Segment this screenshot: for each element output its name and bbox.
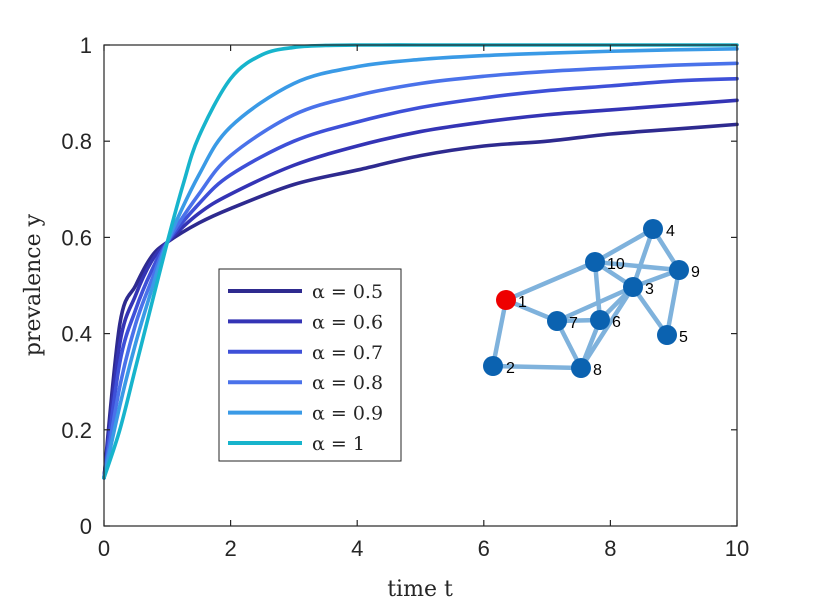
network-node-label-6: 6 xyxy=(612,314,621,331)
legend-label-2: α = 0.6 xyxy=(312,311,383,333)
y-tick-label: 0.8 xyxy=(61,129,92,154)
x-tick-label: 4 xyxy=(351,536,363,561)
network-node-4 xyxy=(643,219,663,239)
network-edge-10-9 xyxy=(592,259,682,273)
series-line-5 xyxy=(102,47,739,480)
legend-box xyxy=(218,268,402,462)
network-node-label-3: 3 xyxy=(645,281,654,298)
legend: α = 0.5 α = 0.6 α = 0.7 α = 0.8 α = 0.9 α = 1 xyxy=(218,268,402,462)
series-line-2 xyxy=(102,98,739,480)
axes-box xyxy=(103,44,738,527)
legend-label-6: α = 1 xyxy=(312,433,365,455)
y-tick-label: 0.6 xyxy=(61,225,92,250)
network-edge-8-3 xyxy=(578,284,636,371)
network-inset: 1 2 3 4 5 6 7 8 9 10 xyxy=(483,219,700,379)
network-edge-1-10 xyxy=(503,259,598,303)
y-axis-label: prevalence y xyxy=(21,213,46,356)
network-node-label-1: 1 xyxy=(518,294,527,311)
x-axis-label: time t xyxy=(387,577,453,602)
x-tick-label: 0 xyxy=(98,536,110,561)
network-node-7 xyxy=(547,311,567,331)
series-line-4 xyxy=(102,61,739,480)
x-tick-label: 6 xyxy=(478,536,490,561)
network-node-1 xyxy=(496,290,516,310)
legend-label-1: α = 0.5 xyxy=(312,281,383,303)
network-edge-10-4 xyxy=(592,226,656,265)
y-tick-label: 0.4 xyxy=(61,322,92,347)
network-node-9 xyxy=(669,260,689,280)
network-edge-1-2 xyxy=(490,297,509,369)
network-node-label-5: 5 xyxy=(679,329,688,346)
y-tick-label: 0.2 xyxy=(61,418,92,443)
network-node-label-2: 2 xyxy=(506,360,515,377)
network-node-10 xyxy=(585,252,605,272)
x-tick-label: 2 xyxy=(224,536,236,561)
network-node-label-8: 8 xyxy=(593,362,602,379)
network-edge-7-3 xyxy=(554,284,636,324)
network-node-6 xyxy=(590,310,610,330)
axes-layer: 0 2 4 6 8 10 0 0.2 0.4 0.6 0.8 1 xyxy=(61,33,749,561)
y-tick-label: 1 xyxy=(80,33,92,58)
network-node-8 xyxy=(571,358,591,378)
network-node-label-9: 9 xyxy=(691,264,700,281)
network-edge-3-4 xyxy=(630,226,656,290)
network-node-label-10: 10 xyxy=(607,256,625,273)
y-tick-label: 0 xyxy=(80,514,92,539)
network-node-2 xyxy=(483,356,503,376)
legend-label-3: α = 0.7 xyxy=(312,342,383,364)
network-edge-9-5 xyxy=(664,267,682,338)
x-tick-label: 8 xyxy=(604,536,616,561)
legend-label-5: α = 0.9 xyxy=(312,403,383,425)
series-line-3 xyxy=(102,76,739,480)
network-node-label-4: 4 xyxy=(666,223,675,240)
series-line-1 xyxy=(102,122,739,480)
network-node-3 xyxy=(623,277,643,297)
network-node-label-7: 7 xyxy=(569,315,578,332)
network-edge-2-8 xyxy=(490,363,584,371)
legend-label-4: α = 0.8 xyxy=(312,372,383,394)
x-tick-label: 10 xyxy=(725,536,749,561)
network-node-5 xyxy=(657,325,677,345)
